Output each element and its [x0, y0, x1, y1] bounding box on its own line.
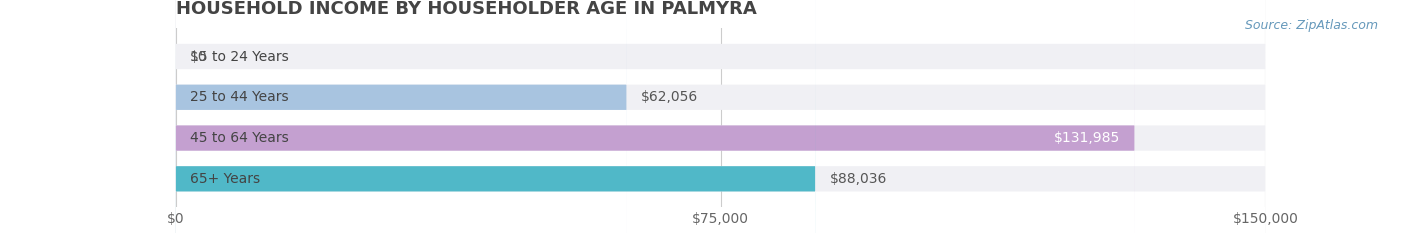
- Text: $0: $0: [190, 49, 208, 64]
- FancyBboxPatch shape: [176, 0, 1135, 233]
- Text: 65+ Years: 65+ Years: [190, 172, 260, 186]
- Text: $62,056: $62,056: [641, 90, 699, 104]
- FancyBboxPatch shape: [176, 0, 1265, 233]
- FancyBboxPatch shape: [176, 0, 627, 233]
- Text: 25 to 44 Years: 25 to 44 Years: [190, 90, 288, 104]
- Text: HOUSEHOLD INCOME BY HOUSEHOLDER AGE IN PALMYRA: HOUSEHOLD INCOME BY HOUSEHOLDER AGE IN P…: [176, 0, 756, 18]
- Text: Source: ZipAtlas.com: Source: ZipAtlas.com: [1244, 19, 1378, 32]
- Text: 15 to 24 Years: 15 to 24 Years: [190, 49, 290, 64]
- FancyBboxPatch shape: [176, 0, 815, 233]
- FancyBboxPatch shape: [176, 0, 1265, 233]
- Text: $88,036: $88,036: [830, 172, 887, 186]
- Text: $131,985: $131,985: [1053, 131, 1121, 145]
- FancyBboxPatch shape: [176, 0, 1265, 233]
- Text: 45 to 64 Years: 45 to 64 Years: [190, 131, 290, 145]
- FancyBboxPatch shape: [176, 0, 1265, 233]
